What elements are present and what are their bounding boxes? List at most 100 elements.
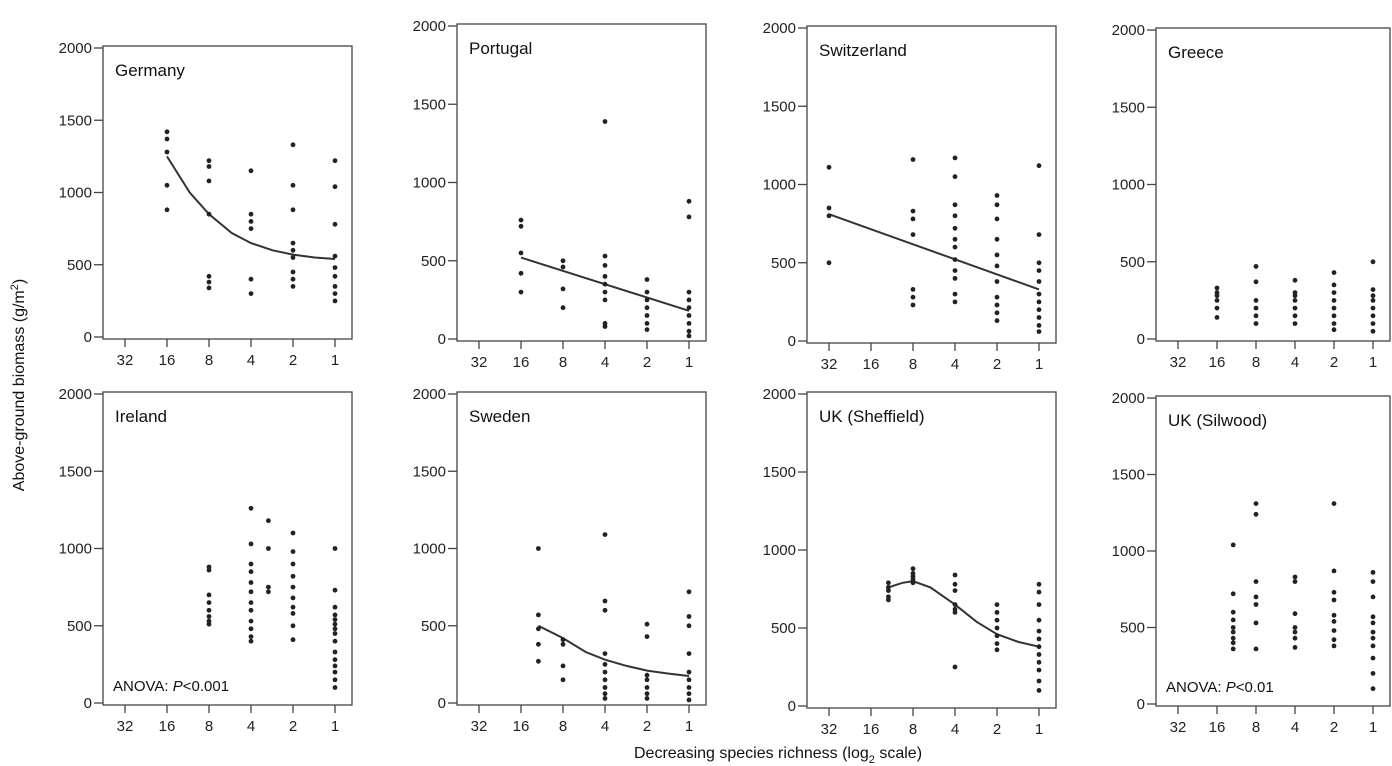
- panel-title: UK (Silwood): [1168, 411, 1267, 430]
- data-point: [1253, 579, 1259, 584]
- x-tick-label: 2: [289, 352, 297, 369]
- data-point: [332, 284, 338, 289]
- data-point: [248, 211, 254, 217]
- data-point: [644, 327, 650, 332]
- data-point: [1214, 315, 1220, 320]
- data-point: [1253, 511, 1259, 517]
- data-point: [1230, 617, 1236, 623]
- data-point: [206, 600, 212, 605]
- data-point: [206, 614, 212, 619]
- data-point: [994, 318, 1000, 324]
- data-point: [290, 255, 296, 260]
- data-point: [290, 182, 296, 188]
- x-tick-label: 32: [117, 718, 134, 735]
- data-point: [994, 617, 1000, 623]
- fit-curve: [537, 624, 690, 677]
- data-point: [952, 257, 958, 262]
- panel-3: 0 500 1000 1500 2000 32 16 8 4 2 1 Switzerland: [763, 20, 1057, 373]
- data-point: [536, 546, 541, 551]
- data-point: [602, 607, 608, 613]
- panel-frame: [1155, 27, 1391, 342]
- data-point: [290, 573, 296, 579]
- x-tick-label: 32: [117, 352, 134, 369]
- data-point: [1036, 644, 1042, 650]
- data-point: [1036, 581, 1042, 587]
- data-point: [290, 637, 296, 643]
- data-point: [332, 184, 338, 190]
- data-point: [1253, 298, 1259, 303]
- data-point: [1292, 579, 1298, 584]
- data-point: [952, 155, 958, 161]
- data-point: [644, 621, 650, 627]
- data-point: [952, 602, 958, 607]
- panel-8: 0 500 1000 1500 2000 32 16 8 4 2 1 UK (Silwood) ANOV…: [1112, 390, 1391, 736]
- data-point: [644, 691, 650, 697]
- data-point: [332, 685, 338, 690]
- y-tick-label: 1000: [1112, 543, 1145, 560]
- data-point: [686, 651, 692, 656]
- data-point: [332, 265, 338, 270]
- y-tick-label: 2000: [763, 20, 796, 37]
- data-point: [602, 297, 608, 303]
- data-point: [332, 626, 338, 632]
- y-tick-label: 500: [771, 255, 796, 272]
- data-point: [248, 580, 254, 585]
- panel-frame: [456, 391, 707, 706]
- data-point: [248, 168, 254, 174]
- data-point: [266, 546, 271, 551]
- data-point: [290, 611, 296, 616]
- data-point: [826, 205, 832, 211]
- y-tick-label: 2000: [413, 18, 446, 35]
- data-point: [332, 604, 338, 610]
- x-tick-label: 2: [993, 721, 1001, 738]
- data-point: [686, 321, 692, 326]
- y-tick-label: 1000: [59, 541, 92, 558]
- x-tick-label: 1: [1035, 721, 1043, 738]
- data-point: [206, 607, 212, 613]
- data-point: [266, 589, 271, 595]
- data-point: [1370, 655, 1376, 661]
- panel-5: 0 500 1000 1500 2000 32 16 8 4 2 1 Ireland ANOVA: P<…: [59, 386, 353, 735]
- y-tick-label: 0: [438, 331, 446, 348]
- data-point: [994, 294, 1000, 300]
- data-point: [1292, 574, 1298, 580]
- data-point: [332, 669, 338, 675]
- data-point: [994, 647, 1000, 653]
- panel-4: 0 500 1000 1500 2000 32 16 8 4 2 1 Greece: [1112, 22, 1391, 371]
- x-tick-label: 8: [559, 354, 567, 371]
- data-point: [994, 302, 1000, 308]
- data-point: [602, 289, 608, 295]
- data-point: [602, 691, 608, 697]
- x-tick-label: 1: [331, 352, 339, 369]
- data-point: [686, 198, 692, 204]
- y-tick-label: 1500: [1112, 467, 1145, 484]
- y-tick-label: 1500: [1112, 99, 1145, 116]
- data-point: [952, 610, 958, 615]
- y-tick-label: 500: [771, 620, 796, 637]
- data-point: [1292, 635, 1298, 641]
- x-tick-label: 2: [643, 718, 651, 735]
- data-point: [644, 313, 650, 318]
- x-tick-label: 16: [1209, 719, 1226, 736]
- fit-curve: [828, 213, 1040, 291]
- data-point: [1292, 625, 1298, 630]
- data-point: [1230, 609, 1236, 615]
- data-point: [1370, 321, 1376, 326]
- data-point: [536, 626, 541, 632]
- data-point: [1036, 589, 1042, 595]
- data-point: [1253, 594, 1259, 600]
- data-point: [602, 281, 608, 287]
- panel-title: Portugal: [469, 39, 532, 58]
- data-point: [248, 276, 254, 282]
- data-point: [602, 532, 608, 537]
- data-point: [1036, 232, 1042, 238]
- data-point: [644, 305, 650, 311]
- y-tick-label: 1000: [1112, 177, 1145, 194]
- y-tick-label: 0: [438, 695, 446, 712]
- data-point: [602, 669, 608, 675]
- data-point: [332, 273, 338, 279]
- data-point: [248, 638, 254, 644]
- data-point: [248, 291, 254, 296]
- data-point: [1230, 629, 1236, 635]
- data-point: [602, 696, 608, 701]
